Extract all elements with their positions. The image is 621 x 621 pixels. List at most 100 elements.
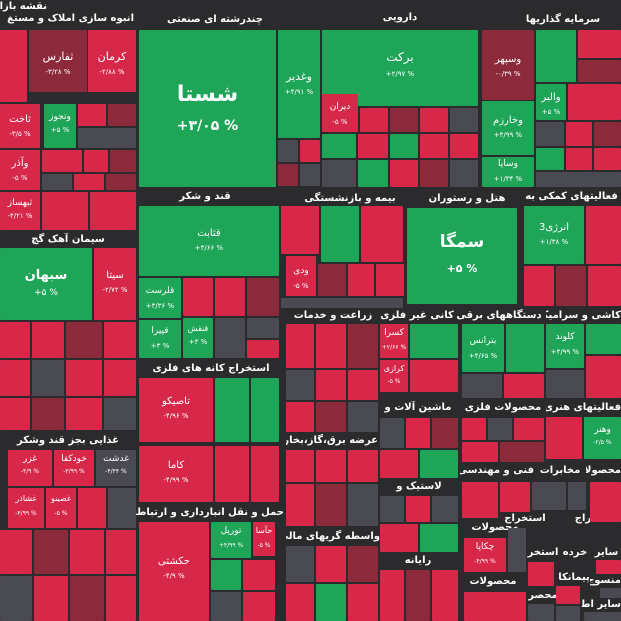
sector-label-mahsulat3[interactable]: محصولات [469,576,517,587]
stock-tile[interactable] [410,360,458,392]
stock-tile[interactable] [380,450,418,478]
stock-tile-ghdasht[interactable]: غدشت -۴/۴۴ % [96,450,136,486]
stock-tile-kerman[interactable]: کرمان -۲/۸۸ % [88,30,136,92]
sector-label-siman[interactable]: سیمان آهک گچ [31,234,105,245]
stock-tile[interactable] [432,418,458,448]
stock-tile-tasiko[interactable]: تاصیکو -۴/۹۶ % [139,378,213,442]
stock-tile[interactable] [106,576,136,621]
sector-label-estekhraj[interactable]: استخراج کانه های فلزی [152,363,270,374]
sector-label-naghsheh[interactable]: نقشه بازا [0,1,47,12]
stock-tile[interactable] [251,446,279,502]
stock-tile[interactable] [286,370,314,400]
stock-tile[interactable] [243,592,275,621]
stock-tile[interactable] [568,482,586,510]
stock-tile[interactable] [316,450,346,482]
sector-label-anboh[interactable]: انبوه سازی املاک و مستغ [7,13,134,24]
stock-tile[interactable] [215,446,249,502]
stock-tile[interactable] [247,318,279,338]
stock-tile[interactable] [588,266,621,306]
stock-tile[interactable] [104,322,136,358]
stock-tile-hasa[interactable]: حآسا -۵ % [253,522,275,556]
stock-tile[interactable] [0,530,32,574]
sector-label-khorde[interactable]: خرده [562,547,588,558]
sector-label-vasete[interactable]: واسطه گریهای مالی [286,531,380,542]
stock-tile[interactable] [106,530,136,574]
stock-tile[interactable] [536,148,564,170]
stock-tile[interactable] [0,30,27,102]
stock-tile[interactable] [420,160,448,187]
stock-tile[interactable] [532,482,566,510]
sector-label-kashi[interactable]: کاشی و سرامیک [546,310,621,321]
stock-tile-samga[interactable]: سمگا +۵ % [407,208,517,304]
stock-tile[interactable] [578,60,621,82]
stock-tile[interactable] [508,528,526,572]
stock-tile-sbahan[interactable]: سبهان +۵ % [0,248,92,320]
sector-label-mahsoula[interactable]: محصولا [586,465,621,476]
stock-tile[interactable] [358,160,388,187]
stock-tile[interactable] [32,398,64,430]
stock-tile[interactable] [360,108,388,132]
stock-tile[interactable] [286,402,314,432]
stock-tile-vadi[interactable]: ودی -۵ % [286,256,316,296]
stock-tile[interactable] [432,570,458,621]
stock-tile[interactable] [600,588,621,598]
stock-tile[interactable] [348,324,378,368]
stock-tile[interactable] [348,484,378,526]
stock-tile[interactable] [361,206,403,262]
stock-tile-sbehsaz[interactable]: ثبهساز -۴/۲۱ % [0,192,40,230]
stock-tile[interactable] [281,206,319,254]
sector-label-estekhraj2[interactable]: استخراج [504,513,546,524]
stock-tile[interactable] [556,606,580,621]
sector-label-kani[interactable]: کانی غیر فلزی [380,310,454,321]
stock-tile-ghsabet[interactable]: قثابت +۳/۶۶ % [139,206,279,276]
sector-label-dastgah[interactable]: دستگاههای برقی [456,310,542,321]
stock-tile[interactable] [247,278,279,316]
stock-tile[interactable] [108,104,136,126]
stock-tile[interactable] [420,450,458,478]
stock-tile[interactable] [596,560,621,574]
stock-tile-ghpira[interactable]: قپیرا +۳ % [139,320,181,358]
stock-tile[interactable] [590,482,621,522]
stock-tile[interactable] [536,172,621,187]
stock-tile[interactable] [74,174,104,190]
stock-tile[interactable] [390,108,418,132]
stock-tile[interactable] [70,530,104,574]
stock-tile[interactable] [42,192,88,230]
stock-tile[interactable] [450,160,478,187]
stock-tile-vtejoz[interactable]: وتجوز +۵ % [44,104,76,148]
stock-tile[interactable] [183,278,213,316]
stock-tile[interactable] [506,324,544,372]
stock-tile[interactable] [406,496,430,522]
stock-tile[interactable] [108,488,136,528]
stock-tile[interactable] [66,360,102,396]
stock-tile-toripel[interactable]: تورپل +۴/۹۹ % [211,522,251,558]
stock-tile[interactable] [316,484,346,526]
stock-tile[interactable] [462,374,502,398]
stock-tile[interactable] [0,576,32,621]
stock-tile[interactable] [251,378,279,442]
sector-label-ghazaei[interactable]: غذایی بجز قند وشکر [16,435,120,446]
stock-tile[interactable] [348,402,378,432]
stock-tile[interactable] [316,370,346,400]
stock-tile[interactable] [215,278,245,316]
stock-tile[interactable] [34,530,68,574]
stock-tile[interactable] [566,148,592,170]
sector-label-fani[interactable]: فنی و مهندسی [460,465,534,476]
sector-label-mashin[interactable]: ماشین آلات و [384,402,452,413]
stock-tile-energy3[interactable]: انرژی3 +۱/۳۸ % [524,206,584,264]
stock-tile[interactable] [286,584,314,621]
sector-label-mensoj[interactable]: منسوج [590,575,621,586]
stock-tile[interactable] [450,134,478,158]
sector-label-faaliyat[interactable]: فعالیتهای کمکی به [525,191,618,202]
stock-tile[interactable] [568,84,621,120]
stock-tile[interactable] [390,134,418,158]
stock-tile[interactable] [420,108,448,132]
stock-tile-sakht[interactable]: ثاخت -۳/۵ % [0,104,40,148]
stock-tile[interactable] [376,264,404,296]
sector-label-peymankar[interactable]: پیمانکا [558,572,590,583]
sector-label-lastik[interactable]: لاستیک و [396,481,442,492]
stock-tile[interactable] [0,398,30,430]
stock-tile[interactable] [78,104,106,126]
stock-tile-ghlarest[interactable]: قلرست +۴/۳۶ % [139,278,181,318]
stock-tile[interactable] [556,266,586,306]
